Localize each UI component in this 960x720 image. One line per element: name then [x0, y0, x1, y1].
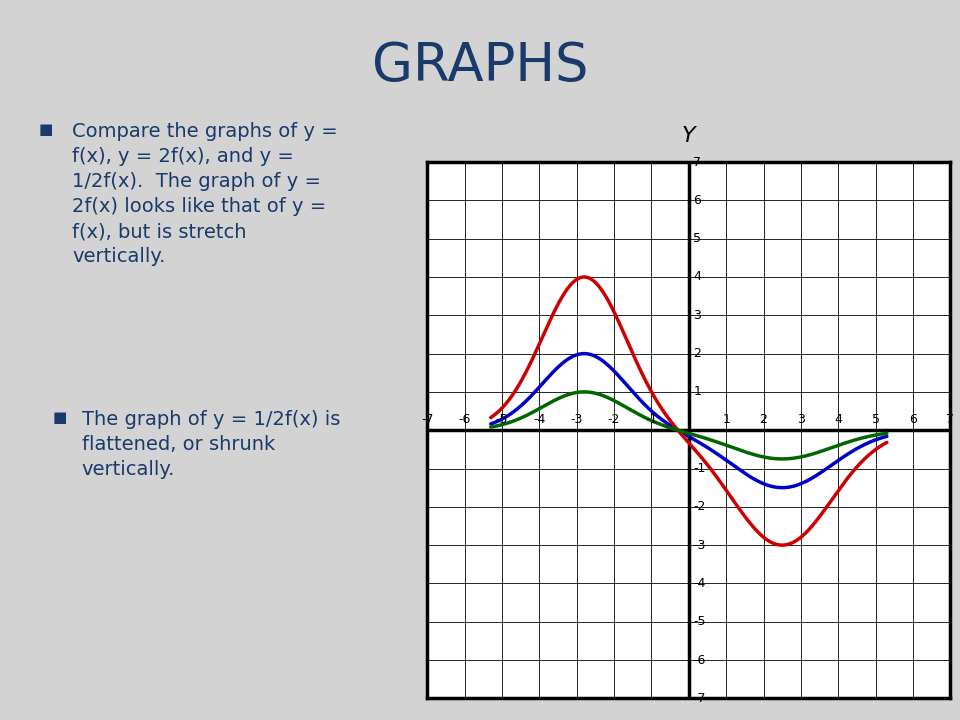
- Text: -2: -2: [608, 413, 620, 426]
- Text: 1: 1: [693, 385, 701, 398]
- Text: 3: 3: [797, 413, 804, 426]
- Text: ■: ■: [53, 410, 67, 426]
- Text: -7: -7: [420, 413, 434, 426]
- Text: 4: 4: [693, 271, 701, 284]
- Text: 3: 3: [693, 309, 701, 322]
- Text: 6: 6: [909, 413, 917, 426]
- Text: -7: -7: [693, 692, 706, 705]
- Text: 2: 2: [693, 347, 701, 360]
- Text: Y: Y: [682, 126, 696, 146]
- Text: 7: 7: [693, 156, 702, 168]
- Text: -2: -2: [693, 500, 706, 513]
- Text: -6: -6: [693, 654, 706, 667]
- Text: -6: -6: [458, 413, 470, 426]
- Text: The graph of y = 1/2f(x) is
flattened, or shrunk
vertically.: The graph of y = 1/2f(x) is flattened, o…: [82, 410, 340, 480]
- Text: -4: -4: [533, 413, 545, 426]
- Text: -1: -1: [645, 413, 658, 426]
- Text: -5: -5: [693, 616, 706, 629]
- Text: 6: 6: [693, 194, 701, 207]
- Text: 5: 5: [872, 413, 879, 426]
- Text: -5: -5: [495, 413, 508, 426]
- Text: 7: 7: [947, 413, 954, 426]
- Text: 2: 2: [759, 413, 767, 426]
- Text: -4: -4: [693, 577, 706, 590]
- Text: -1: -1: [693, 462, 706, 475]
- Text: Compare the graphs of y =
f(x), y = 2f(x), and y =
1/2f(x).  The graph of y =
2f: Compare the graphs of y = f(x), y = 2f(x…: [72, 122, 338, 266]
- Text: -3: -3: [570, 413, 583, 426]
- Text: ■: ■: [38, 122, 53, 138]
- Text: 1: 1: [722, 413, 731, 426]
- Text: -3: -3: [693, 539, 706, 552]
- Text: GRAPHS: GRAPHS: [372, 40, 588, 91]
- Text: 5: 5: [693, 232, 702, 245]
- Text: 4: 4: [834, 413, 842, 426]
